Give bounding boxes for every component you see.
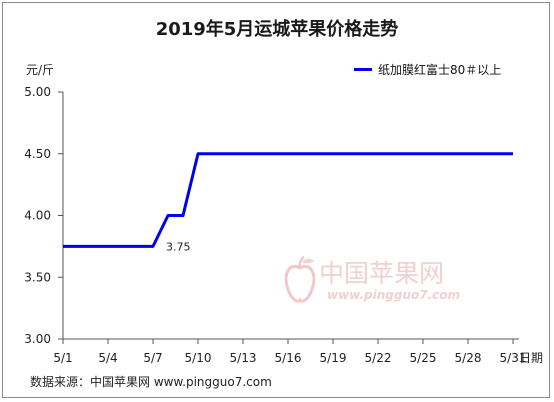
watermark-url: www.pingguo7.com [327, 288, 461, 302]
x-tick-label: 5/1 [53, 351, 72, 365]
y-tick-label: 5.00 [24, 85, 51, 99]
x-tick-label: 5/10 [185, 351, 212, 365]
x-tick-label: 5/7 [143, 351, 162, 365]
y-tick-label: 3.00 [24, 332, 51, 346]
data-label: 3.75 [166, 240, 191, 253]
legend-swatch [354, 67, 372, 71]
x-axis-title: 日期 [519, 351, 543, 365]
x-tick-label: 5/16 [275, 351, 302, 365]
x-tick-label: 5/13 [230, 351, 257, 365]
y-axis-title: 元/斤 [26, 63, 54, 77]
chart-title: 2019年5月运城苹果价格走势 [155, 19, 399, 40]
y-tick-label: 3.50 [24, 270, 51, 284]
x-tick-label: 5/22 [365, 351, 392, 365]
x-tick-label: 5/19 [320, 351, 347, 365]
x-tick-label: 5/31 [500, 351, 527, 365]
legend: 纸加膜红富士80＃以上 [354, 61, 501, 77]
x-tick-label: 5/28 [455, 351, 482, 365]
y-tick-label: 4.50 [24, 147, 51, 161]
x-tick-label: 5/4 [98, 351, 117, 365]
series-line [63, 152, 513, 248]
watermark: 中国苹果网 www.pingguo7.com [283, 254, 493, 314]
y-tick-label: 4.00 [24, 209, 51, 223]
legend-label: 纸加膜红富士80＃以上 [378, 62, 502, 77]
data-source: 数据来源：中国苹果网 www.pingguo7.com [30, 375, 272, 389]
chart-frame [2, 2, 550, 398]
apple-logo-icon [284, 256, 316, 303]
watermark-text: 中国苹果网 [319, 259, 445, 288]
x-tick-label: 5/25 [410, 351, 437, 365]
